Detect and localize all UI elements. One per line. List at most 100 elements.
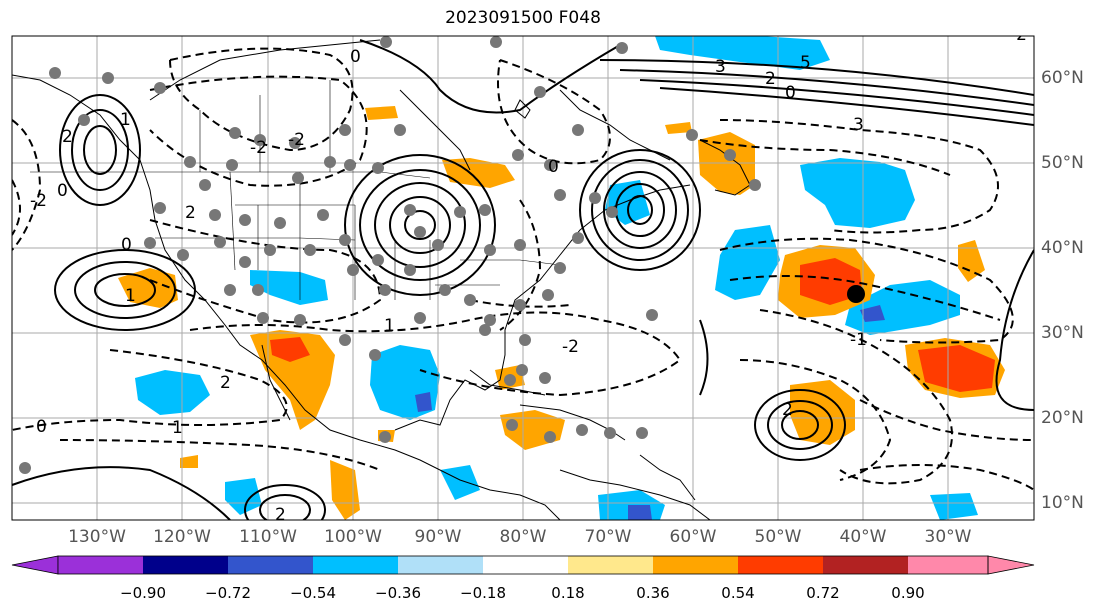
shade-orange bbox=[180, 455, 198, 468]
contour-label: 0 bbox=[785, 83, 796, 103]
shade-blue bbox=[250, 270, 328, 305]
map-frame bbox=[11, 35, 1035, 521]
colorbar-tick-label: 0.54 bbox=[721, 584, 755, 602]
shade-purple bbox=[415, 392, 432, 412]
marker-black-dot bbox=[847, 285, 865, 303]
lon-label: 120°W bbox=[153, 527, 211, 547]
contour-label: 1 bbox=[172, 418, 183, 438]
shade-orange bbox=[365, 106, 398, 120]
colorbar-tick-label: 0.72 bbox=[806, 584, 840, 602]
shade-blue bbox=[225, 478, 262, 515]
contour-label: -1 bbox=[850, 330, 867, 350]
shade-red bbox=[918, 345, 995, 392]
shade-blue bbox=[135, 370, 210, 415]
contour-label: 2 bbox=[765, 69, 776, 89]
contour-label: -2 bbox=[30, 191, 47, 211]
shade-blue bbox=[930, 493, 978, 520]
shade-orange bbox=[790, 380, 855, 445]
colorbar-segment bbox=[228, 556, 313, 574]
contour-label: -2 bbox=[288, 130, 305, 150]
contour-label: 0 bbox=[121, 235, 132, 255]
lon-label: 50°W bbox=[754, 527, 802, 547]
colorbar-tick-label: −0.72 bbox=[205, 584, 251, 602]
lat-label: 50°N bbox=[1041, 153, 1084, 173]
lon-label: 60°W bbox=[669, 527, 717, 547]
lon-label: 80°W bbox=[499, 527, 547, 547]
lat-label: 10°N bbox=[1041, 493, 1084, 513]
contour-label: 2 bbox=[62, 127, 73, 147]
shade-red bbox=[270, 337, 310, 362]
contour-label: 1 bbox=[384, 316, 395, 336]
contour-label: 0 bbox=[350, 47, 361, 67]
shade-purple bbox=[628, 505, 652, 520]
contour-label: -2 bbox=[250, 138, 267, 158]
lon-label: 40°W bbox=[839, 527, 887, 547]
lon-label: 110°W bbox=[239, 527, 297, 547]
contour-label: 5 bbox=[800, 53, 811, 73]
colorbar-segment bbox=[738, 556, 823, 574]
colorbar bbox=[11, 555, 1035, 575]
shaded-regions bbox=[118, 36, 1005, 520]
colorbar-extend-max bbox=[987, 555, 1035, 575]
colorbar-tick-label: −0.36 bbox=[375, 584, 421, 602]
contour-label: -2 bbox=[562, 337, 579, 357]
colorbar-tick-label: 0.18 bbox=[551, 584, 585, 602]
colorbar-segment bbox=[313, 556, 398, 574]
shade-orange bbox=[330, 460, 360, 520]
contour-label: 0 bbox=[548, 157, 559, 177]
lon-label: 100°W bbox=[324, 527, 382, 547]
contour-label: 2 bbox=[185, 203, 196, 223]
contour-label: 1 bbox=[125, 286, 136, 306]
shade-purple bbox=[860, 305, 885, 322]
colorbar-tick-label: −0.18 bbox=[460, 584, 506, 602]
colorbar-segment bbox=[908, 556, 988, 574]
colorbar-segment bbox=[58, 556, 143, 574]
contour-label: 2 bbox=[220, 373, 231, 393]
shade-blue bbox=[715, 225, 780, 300]
colorbar-tick-label: 0.90 bbox=[891, 584, 925, 602]
contour-labels: 2 0 3 5 2 0 3 1 -2 -2 0 2 0 0 -2 1 1 -2 … bbox=[30, 25, 1027, 525]
contour-label: 3 bbox=[853, 115, 864, 135]
colorbar-segment bbox=[653, 556, 738, 574]
station-dots bbox=[19, 36, 761, 474]
contour-label: 1 bbox=[120, 110, 131, 130]
shade-orange bbox=[118, 268, 178, 308]
political-borders bbox=[30, 80, 561, 300]
contour-label: 2 bbox=[275, 505, 286, 525]
map-title: 2023091500 F048 bbox=[445, 8, 601, 28]
lat-label: 20°N bbox=[1041, 408, 1084, 428]
shade-orange bbox=[958, 240, 985, 282]
lon-label: 70°W bbox=[584, 527, 632, 547]
colorbar-extend-min bbox=[11, 555, 59, 575]
lat-label: 40°N bbox=[1041, 238, 1084, 258]
contour-label: 0 bbox=[57, 181, 68, 201]
contours-dashed bbox=[12, 47, 1034, 491]
colorbar-segment bbox=[398, 556, 483, 574]
graticule bbox=[12, 36, 1034, 520]
contours-solid bbox=[12, 39, 1034, 520]
shade-blue bbox=[800, 158, 915, 228]
lat-label: 60°N bbox=[1041, 68, 1084, 88]
colorbar-tick-label: −0.54 bbox=[290, 584, 336, 602]
contour-label: 3 bbox=[715, 57, 726, 77]
colorbar-segment bbox=[568, 556, 653, 574]
colorbar-tick-label: 0.36 bbox=[636, 584, 670, 602]
colorbar-tick-label: −0.90 bbox=[120, 584, 166, 602]
lon-label: 90°W bbox=[414, 527, 462, 547]
shade-blue bbox=[440, 465, 480, 500]
shade-blue bbox=[845, 280, 960, 335]
colorbar-segment bbox=[143, 556, 228, 574]
lon-label: 30°W bbox=[924, 527, 972, 547]
lat-label: 30°N bbox=[1041, 323, 1084, 343]
contour-label: -2 bbox=[1010, 25, 1027, 45]
contour-label: 0 bbox=[36, 417, 47, 437]
shade-blue bbox=[655, 36, 830, 70]
shade-orange bbox=[665, 122, 692, 134]
lon-label: 130°W bbox=[68, 527, 126, 547]
shade-red bbox=[800, 258, 862, 305]
contour-label: 2 bbox=[782, 400, 793, 420]
colorbar-segment bbox=[823, 556, 908, 574]
shade-orange bbox=[250, 330, 335, 430]
colorbar-segment bbox=[483, 556, 568, 574]
